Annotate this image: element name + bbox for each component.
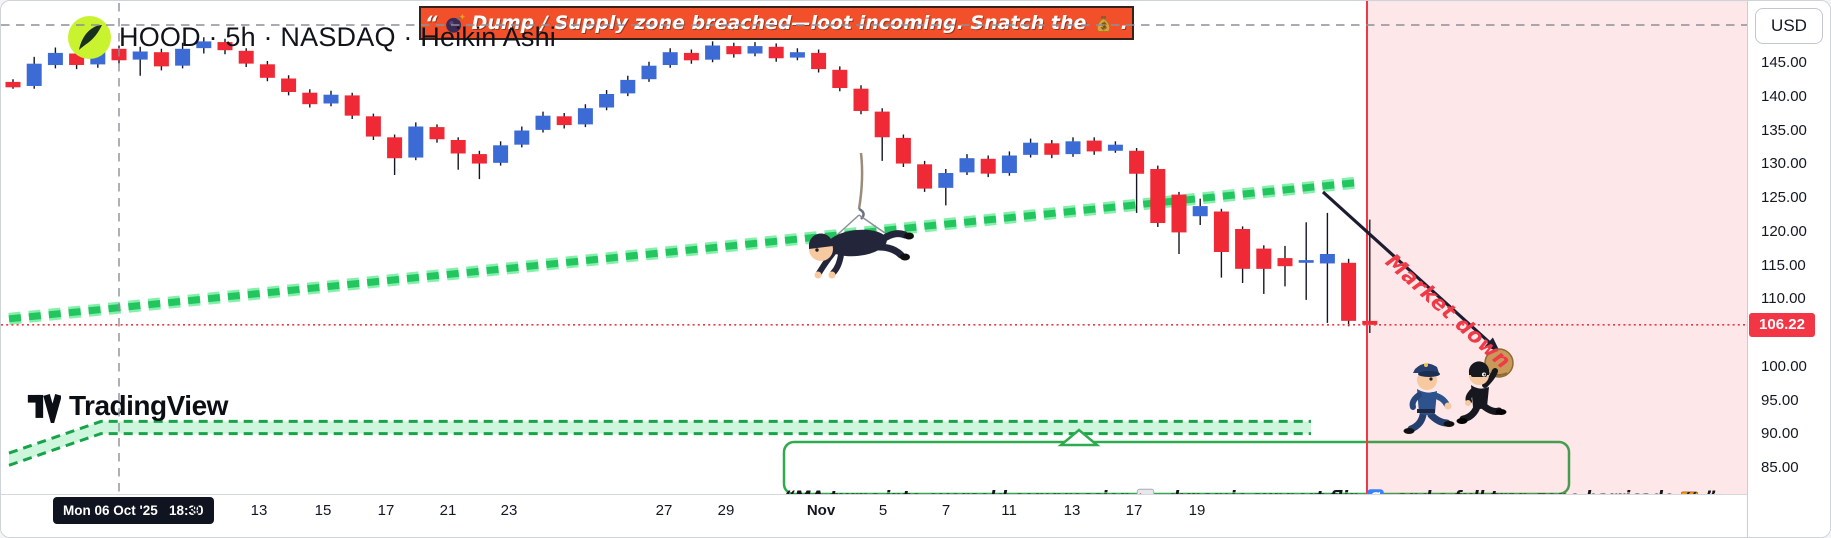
time-tick-label: 9 — [191, 502, 201, 519]
time-tick-label: 13 — [250, 502, 268, 519]
price-tick-label: 125.00 — [1761, 189, 1807, 206]
time-tick-label: Nov — [806, 502, 836, 519]
time-tick-label: 17 — [1125, 502, 1143, 519]
time-tick-label: 11 — [1001, 502, 1017, 519]
price-tick-label: 90.00 — [1761, 425, 1799, 443]
bearish-forecast-zone[interactable] — [1366, 1, 1749, 494]
callout-box-border[interactable] — [782, 428, 1571, 494]
time-tick-label: 19 — [1188, 502, 1206, 519]
time-tick-label: 13 — [1063, 502, 1081, 519]
tradingview-logo-icon — [27, 394, 61, 423]
time-tick-label: 7 — [941, 502, 951, 519]
price-tick-label: 145.00 — [1761, 54, 1807, 71]
time-tick-label: 15 — [314, 502, 332, 519]
crosshair-date-badge: Mon 06 Oct '25 18:30 — [53, 497, 214, 524]
heikin-ashi-candles — [5, 37, 1378, 333]
price-tick-label: 140.00 — [1761, 87, 1807, 105]
price-tick-label: 100.00 — [1761, 357, 1807, 375]
symbol-title[interactable]: HOOD · 5h · NASDAQ · Heikin Ashi — [119, 22, 557, 52]
price-tick-label: 85.00 — [1761, 459, 1799, 476]
money-bag-icon — [1093, 13, 1114, 34]
currency-toggle[interactable]: USD — [1755, 8, 1823, 44]
price-tick-label: 95.00 — [1761, 391, 1799, 409]
time-axis[interactable]: Mon 06 Oct '25 18:30 9 13 15 17 21 23 27 29 Nov 5… — [1, 494, 1747, 537]
time-tick-label: 27 — [655, 502, 673, 519]
price-tick-label: 115.00 — [1761, 256, 1806, 274]
last-price-badge: 106.22 — [1749, 312, 1815, 337]
time-tick-label: 21 — [439, 502, 457, 519]
price-axis[interactable]: USD 145.00 140.00 135.00 130.00 125.00 120.00… — [1747, 1, 1830, 537]
price-tick-label: 130.00 — [1761, 155, 1807, 173]
tradingview-watermark: TradingView — [27, 389, 228, 423]
price-tick-label: 110.00 — [1761, 290, 1806, 308]
time-tick-label: 5 — [878, 502, 888, 519]
tradingview-logo-text: TradingView — [69, 390, 228, 421]
time-tick-label: 23 — [500, 502, 518, 519]
support-zone-band[interactable] — [8, 419, 1311, 467]
chart-canvas[interactable]: $ — [1, 1, 1749, 507]
moving-average-dashed-line[interactable] — [8, 176, 1359, 325]
supply-zone-note-banner[interactable]: “ Dump / Supply zone breached—loot incom… — [419, 6, 1134, 40]
price-tick-label: 120.00 — [1761, 222, 1807, 240]
chart-plot-area[interactable]: $ — [1, 1, 1747, 494]
price-tick-label: 135.00 — [1761, 121, 1807, 139]
time-tick-label: 29 — [717, 502, 735, 519]
time-tick-label: 17 — [377, 502, 395, 519]
